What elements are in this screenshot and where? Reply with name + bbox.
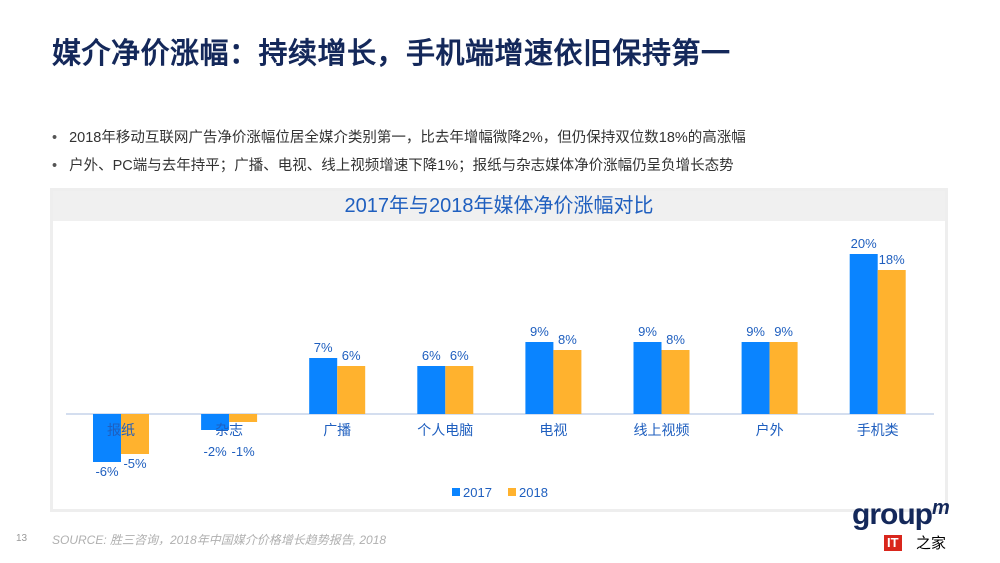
data-label: 6%: [450, 348, 469, 363]
bar-2018-报纸: [121, 414, 149, 454]
bar-2018-个人电脑: [445, 366, 474, 414]
bullet-item: 户外、PC端与去年持平；广播、电视、线上视频增速下降1%；报纸与杂志媒体净价涨幅…: [52, 152, 746, 180]
data-label: -6%: [95, 464, 119, 479]
page-number: 13: [16, 533, 28, 544]
data-label: 8%: [666, 332, 685, 347]
bullet-list: 2018年移动互联网广告净价涨幅位居全媒介类别第一，比去年增幅微降2%，但仍保持…: [52, 124, 746, 180]
bar-2018-户外: [769, 342, 798, 414]
bullet-item: 2018年移动互联网广告净价涨幅位居全媒介类别第一，比去年增幅微降2%，但仍保持…: [52, 124, 746, 152]
category-label: 广播: [323, 422, 351, 438]
bar-2017-个人电脑: [417, 366, 446, 414]
data-label: 6%: [342, 348, 361, 363]
data-label: 9%: [530, 324, 549, 339]
bar-2018-杂志: [229, 414, 258, 422]
legend-swatch: [508, 488, 516, 496]
data-label: 9%: [774, 324, 793, 339]
data-label: 9%: [638, 324, 657, 339]
bar-2018-广播: [337, 366, 366, 414]
bar-2017-线上视频: [633, 342, 662, 414]
ithome-text: 之家: [916, 534, 947, 552]
data-label: 20%: [851, 236, 877, 251]
category-label: 个人电脑: [417, 422, 473, 438]
category-label: 线上视频: [634, 422, 690, 438]
data-label: 7%: [314, 340, 333, 355]
legend-label: 2018: [519, 485, 548, 500]
source-note: SOURCE: 胜三咨询，2018年中国媒介价格增长趋势报告, 2018: [52, 533, 387, 547]
bar-2017-报纸: [93, 414, 121, 462]
data-label: -5%: [123, 456, 147, 471]
bar-2017-户外: [741, 342, 770, 414]
ithome-badge: IT: [884, 535, 902, 551]
bar-2017-电视: [525, 342, 554, 414]
page-title: 媒介净价涨幅：持续增长，手机端增速依旧保持第一: [52, 38, 731, 70]
bar-2018-手机类: [877, 270, 906, 414]
category-label: 户外: [756, 422, 784, 438]
category-label: 电视: [539, 422, 567, 438]
chart-panel: 2017年与2018年媒体净价涨幅对比: [50, 188, 948, 512]
groupm-logo: groupm: [852, 497, 950, 531]
bar-2017-杂志: [201, 414, 230, 430]
category-label: 手机类: [857, 422, 899, 438]
data-label: -2%: [204, 444, 228, 459]
bar-2017-广播: [309, 358, 338, 414]
bar-2018-线上视频: [661, 350, 690, 414]
data-label: 18%: [879, 252, 905, 267]
bar-2017-手机类: [849, 254, 878, 414]
legend-swatch: [452, 488, 460, 496]
category-label: 报纸: [107, 422, 135, 438]
category-label: 杂志: [215, 422, 243, 438]
chart-title: 2017年与2018年媒体净价涨幅对比: [53, 191, 945, 221]
data-label: 9%: [746, 324, 765, 339]
legend-label: 2017: [463, 485, 492, 500]
data-label: -1%: [232, 444, 256, 459]
bar-2018-电视: [553, 350, 582, 414]
data-label: 6%: [422, 348, 441, 363]
data-label: 8%: [558, 332, 577, 347]
